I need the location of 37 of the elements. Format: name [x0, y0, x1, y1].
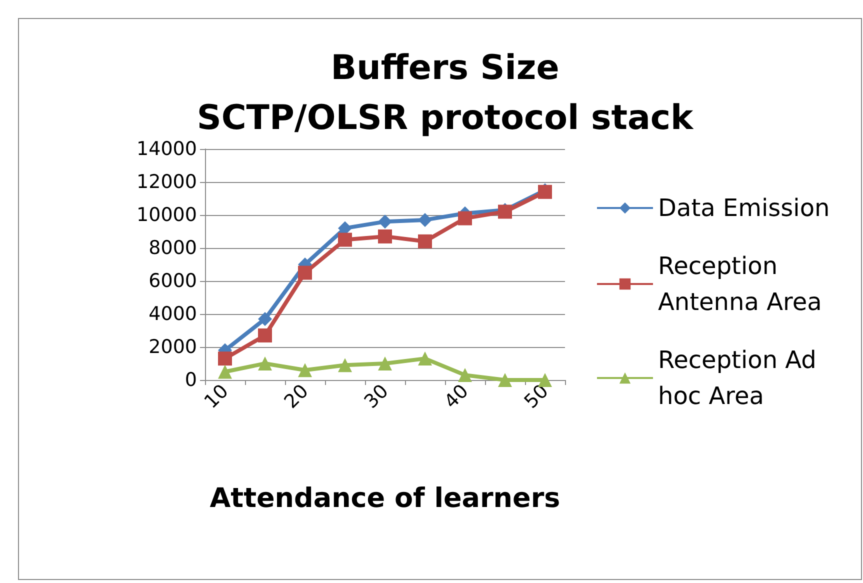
point [258, 356, 272, 370]
point [458, 368, 472, 382]
y-tick-label: 0 [184, 369, 197, 391]
x-tick-label: 20 [280, 380, 313, 413]
point [538, 373, 552, 387]
y-tick-label: 12000 [136, 171, 197, 193]
point [418, 352, 432, 366]
point [378, 356, 392, 370]
x-tick-label: 40 [440, 380, 473, 413]
point [338, 358, 352, 372]
legend-label: Reception Antenna Area [658, 252, 822, 316]
y-tick-label: 8000 [148, 237, 197, 259]
point [418, 234, 432, 248]
y-tick-label: 14000 [136, 138, 197, 160]
point [218, 364, 232, 379]
x-tick-label: 50 [520, 380, 553, 413]
y-tick-label: 10000 [136, 204, 197, 226]
x-axis-title: Attendance of learners [210, 483, 560, 514]
point [338, 232, 352, 247]
legend-label: Data Emission [658, 194, 830, 222]
y-tick-label: 2000 [148, 336, 197, 358]
x-tick-label: 10 [200, 380, 233, 413]
point [298, 363, 312, 378]
point [218, 352, 232, 366]
y-tick-label: 6000 [148, 270, 197, 292]
point [498, 373, 512, 387]
point [458, 211, 472, 226]
legend-label: Reception Ad hoc Area [658, 346, 824, 410]
x-tick-label: 30 [360, 380, 393, 413]
y-tick-label: 4000 [148, 303, 197, 325]
point [258, 312, 272, 326]
chart-title: Buffers Size SCTP/OLSR protocol stack [196, 48, 695, 138]
point [298, 266, 312, 280]
point [378, 214, 392, 229]
point [378, 229, 392, 244]
point [418, 212, 432, 227]
point [258, 328, 272, 342]
